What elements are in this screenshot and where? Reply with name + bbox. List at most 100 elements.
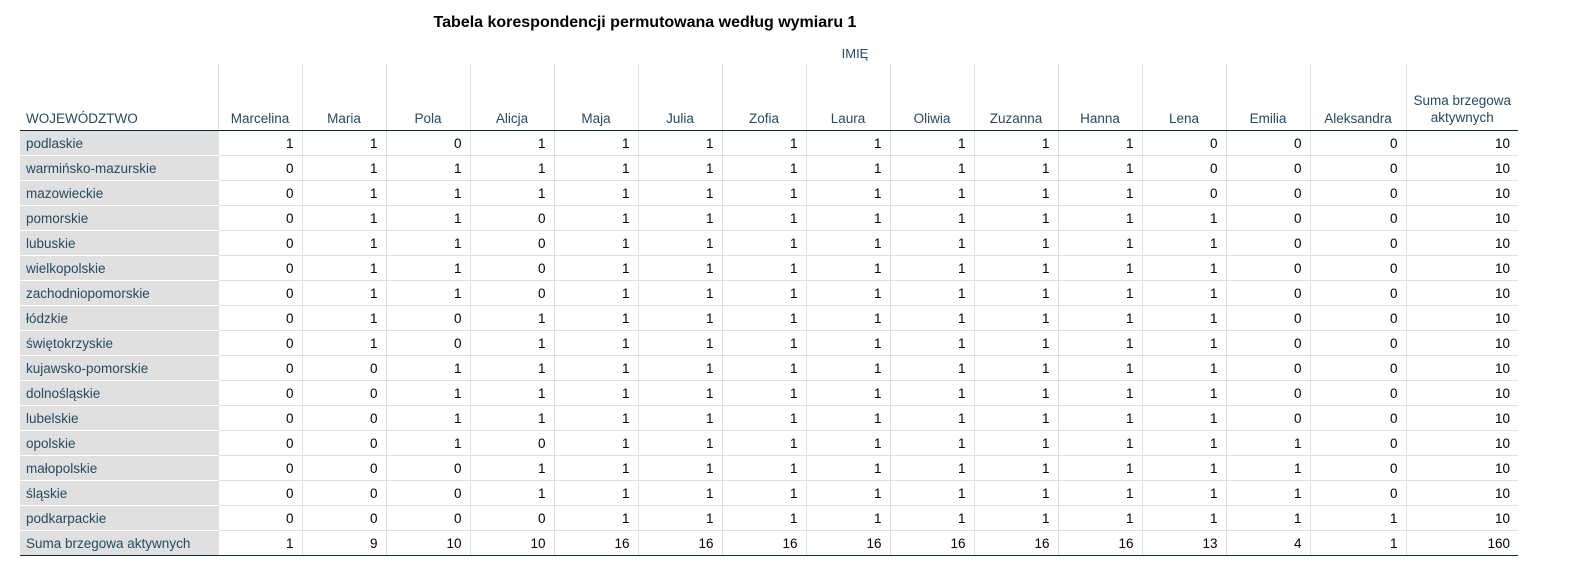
- table-cell: 1: [1141, 205, 1226, 231]
- table-cell: 0: [301, 430, 386, 456]
- table-cell: 1: [637, 330, 722, 356]
- table-cell: 1: [1057, 255, 1142, 281]
- table-cell: 1: [805, 505, 890, 531]
- table-cell: 10: [1405, 280, 1518, 306]
- table-cell: 0: [469, 230, 554, 256]
- table-cell: 1: [1057, 130, 1142, 156]
- table-cell: 0: [1309, 430, 1406, 456]
- row-label: lubuskie: [20, 230, 218, 256]
- table-cell: 1: [1141, 430, 1226, 456]
- table-row: warmińsko-mazurskie 0 1 1 1 1 1 1 1 1 1 1 0 0 0 10: [20, 155, 1518, 181]
- row-label: warmińsko-mazurskie: [20, 155, 218, 181]
- table-cell: 1: [1057, 505, 1142, 531]
- table-cell: 1: [1057, 480, 1142, 506]
- table-cell: 1: [469, 155, 554, 181]
- correspondence-table: WOJEWÓDZTWO Marcelina Maria Pola Alicja Maja…: [20, 64, 1518, 556]
- table-cell: 0: [1309, 230, 1406, 256]
- table-cell: 1: [469, 405, 554, 431]
- table-row: opolskie 0 0 1 0 1 1 1 1 1 1 1 1 1 0 10: [20, 430, 1518, 456]
- table-cell: 0: [217, 430, 302, 456]
- table-cell: 1: [721, 280, 806, 306]
- table-cell: 0: [301, 405, 386, 431]
- table-cell: 1: [301, 330, 386, 356]
- table-cell: 0: [385, 305, 470, 331]
- table-cell: 1: [889, 380, 974, 406]
- table-cell: 10: [1405, 480, 1518, 506]
- total-column-header: Suma brzegowa aktywnych: [1405, 64, 1518, 131]
- row-label: małopolskie: [20, 455, 218, 481]
- table-cell: 1: [973, 130, 1058, 156]
- table-cell: 10: [1405, 180, 1518, 206]
- table-cell: 0: [217, 405, 302, 431]
- column-header: Aleksandra: [1309, 64, 1406, 131]
- table-cell: 10: [1405, 355, 1518, 381]
- table-cell: 1: [637, 305, 722, 331]
- table-cell: 1: [469, 355, 554, 381]
- table-cell: 0: [217, 205, 302, 231]
- table-cell: 1: [721, 505, 806, 531]
- table-cell: 1: [805, 430, 890, 456]
- column-header: Julia: [637, 64, 722, 131]
- table-cell: 1: [889, 480, 974, 506]
- table-cell: 1: [385, 355, 470, 381]
- table-cell: 10: [1405, 505, 1518, 531]
- table-cell: 1: [973, 330, 1058, 356]
- table-cell: 1: [301, 130, 386, 156]
- table-cell: 1: [637, 405, 722, 431]
- table-cell: 1: [1141, 405, 1226, 431]
- table-cell: 1: [889, 405, 974, 431]
- table-cell: 1: [973, 380, 1058, 406]
- table-cell: 0: [1309, 255, 1406, 281]
- table-cell: 1: [805, 205, 890, 231]
- column-header: Hanna: [1057, 64, 1142, 131]
- table-row: lubuskie 0 1 1 0 1 1 1 1 1 1 1 1 0 0 10: [20, 230, 1518, 256]
- table-cell: 1: [1057, 405, 1142, 431]
- table-cell: 0: [385, 455, 470, 481]
- table-cell: 16: [553, 530, 638, 556]
- table-cell: 10: [469, 530, 554, 556]
- table-cell: 1: [301, 205, 386, 231]
- table-cell: 10: [1405, 230, 1518, 256]
- table-cell: 1: [721, 355, 806, 381]
- table-cell: 1: [721, 155, 806, 181]
- table-cell: 16: [973, 530, 1058, 556]
- table-cell: 1: [637, 455, 722, 481]
- table-cell: 1: [385, 380, 470, 406]
- table-cell: 10: [1405, 455, 1518, 481]
- table-cell: 1: [637, 505, 722, 531]
- table-cell: 1: [889, 130, 974, 156]
- table-cell: 0: [217, 305, 302, 331]
- table-cell: 1: [217, 130, 302, 156]
- table-cell: 1: [889, 280, 974, 306]
- row-label: lubelskie: [20, 405, 218, 431]
- row-label: kujawsko-pomorskie: [20, 355, 218, 381]
- table-cell: 1: [385, 405, 470, 431]
- table-cell: 1: [889, 205, 974, 231]
- table-cell: 16: [1057, 530, 1142, 556]
- table-cell: 0: [1225, 280, 1310, 306]
- total-row: Suma brzegowa aktywnych 1 9 10 10 16 16 16 16 16 1…: [20, 530, 1518, 556]
- table-cell: 1: [1141, 355, 1226, 381]
- table-cell: 0: [1225, 180, 1310, 206]
- table-cell: 1: [637, 155, 722, 181]
- table-cell: 10: [1405, 380, 1518, 406]
- table-cell: 0: [385, 330, 470, 356]
- table-cell: 1: [973, 355, 1058, 381]
- column-header: Zuzanna: [973, 64, 1058, 131]
- table-cell: 1: [1057, 155, 1142, 181]
- column-header: Marcelina: [217, 64, 302, 131]
- table-row: wielkopolskie 0 1 1 0 1 1 1 1 1 1 1 1 0 0 10: [20, 255, 1518, 281]
- row-label: mazowieckie: [20, 180, 218, 206]
- table-cell: 1: [1057, 305, 1142, 331]
- column-header: Alicja: [469, 64, 554, 131]
- table-cell: 1: [469, 455, 554, 481]
- table-cell: 1: [889, 155, 974, 181]
- table-cell: 1: [973, 305, 1058, 331]
- table-cell: 1: [301, 255, 386, 281]
- table-cell: 1: [805, 330, 890, 356]
- table-cell: 1: [1309, 530, 1406, 556]
- column-header: Laura: [805, 64, 890, 131]
- table-cell: 1: [805, 480, 890, 506]
- table-cell: 1: [385, 230, 470, 256]
- table-cell: 0: [1141, 180, 1226, 206]
